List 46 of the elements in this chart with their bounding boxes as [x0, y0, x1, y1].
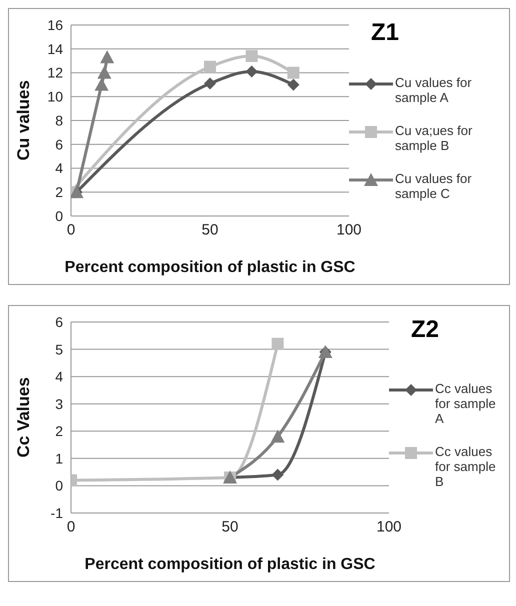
point [204, 77, 216, 90]
y-tick-label: 16 [47, 16, 64, 33]
y-axis-title: Cc Values [14, 377, 34, 458]
y-tick-label: 6 [55, 136, 64, 152]
x-tick-label: 0 [66, 222, 76, 239]
y-tick-label: 5 [55, 341, 64, 358]
point [97, 66, 112, 79]
y-tick-label: 0 [55, 208, 64, 224]
x-tick-label: 100 [336, 222, 362, 239]
legend-label: Cu va;ues for sample B [395, 122, 474, 152]
x-tick-label: 100 [376, 518, 402, 536]
x-tick-label: 50 [202, 222, 218, 239]
y-tick-label: 0 [55, 478, 64, 494]
chart-title: Z2 [410, 316, 439, 344]
point [287, 78, 300, 91]
y-tick-label: 8 [55, 112, 64, 128]
x-tick-label: 50 [222, 518, 238, 536]
point [272, 338, 284, 350]
x-axis-title: Percent composition of plastic in GSC [84, 556, 376, 573]
y-tick-label: 2 [55, 184, 64, 200]
legend-label: Cu values for sample C [395, 170, 473, 200]
legend-label: Cc values for sample B [435, 444, 497, 488]
y-axis-title: Cu values [14, 80, 34, 160]
y-tick-label: 4 [55, 368, 64, 385]
y-tick-label: 10 [47, 88, 64, 105]
y-tick-label: 14 [47, 40, 64, 57]
point [246, 66, 258, 78]
point [272, 468, 284, 481]
y-tick-label: 2 [55, 423, 64, 440]
point [246, 50, 258, 62]
point [94, 78, 109, 91]
y-tick-label: 4 [55, 160, 64, 176]
y-tick-label: 6 [55, 314, 64, 330]
point [270, 430, 285, 443]
y-tick-label: 12 [47, 64, 64, 81]
chart-title: Z1 [370, 19, 399, 47]
point [287, 66, 300, 79]
y-tick-label: -1 [50, 504, 64, 521]
legend-label: Cu values for sample A [395, 74, 473, 104]
legend-label: Cc values for sample A [435, 380, 497, 426]
point [100, 50, 114, 64]
y-tick-label: 3 [55, 396, 64, 412]
x-tick-label: 0 [66, 518, 76, 536]
point [204, 60, 216, 73]
y-tick-label: 1 [55, 450, 64, 466]
x-axis-title: Percent composition of plastic in GSC [64, 259, 356, 276]
